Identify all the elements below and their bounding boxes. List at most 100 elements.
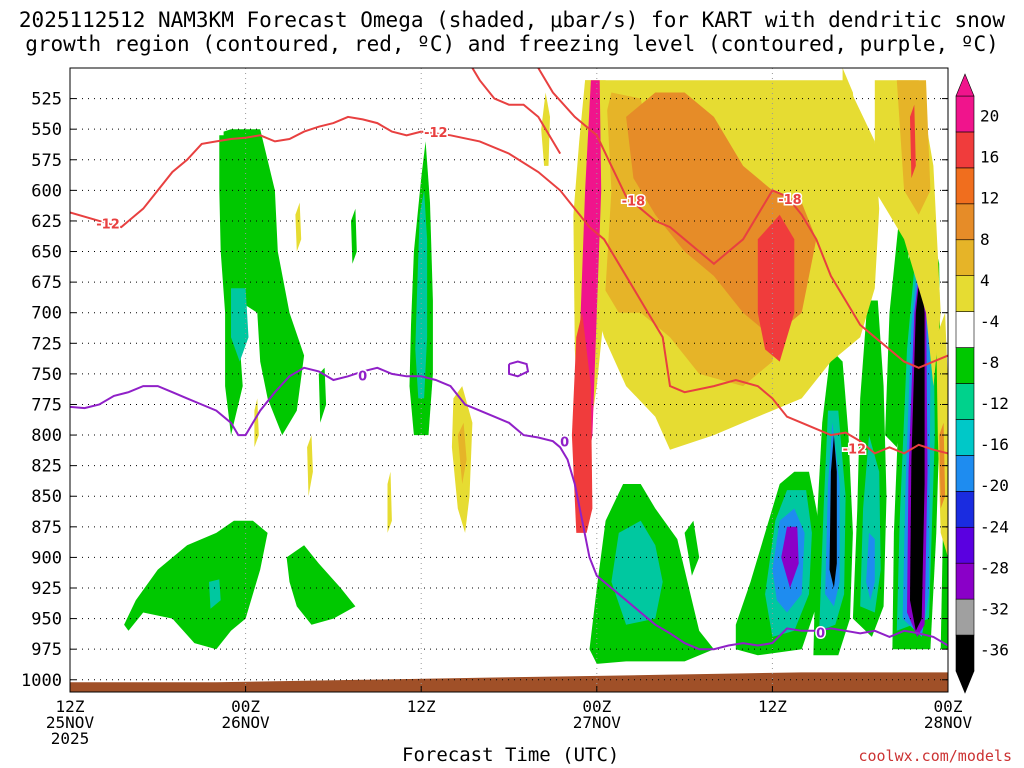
x-tick-label-3-2: 27NOV xyxy=(573,713,622,732)
colorbar-label-9: -20 xyxy=(980,476,1009,495)
x-tick-label-0-3: 2025 xyxy=(51,729,90,748)
contour-dendritic-m18-top xyxy=(471,68,562,155)
y-tick-label-525: 525 xyxy=(31,90,62,110)
y-tick-label-600: 600 xyxy=(31,181,62,201)
omega-area-green-lower-27nov-b xyxy=(684,520,700,576)
colorbar-swatch-6 xyxy=(955,419,975,456)
y-tick-label-900: 900 xyxy=(31,548,62,568)
plot-frame xyxy=(69,67,949,693)
colorbar-swatch-4 xyxy=(955,491,975,528)
y-tick-label-850: 850 xyxy=(31,487,62,507)
contour-layer: -12 -12 -18 -18 -12 0 0 0 xyxy=(70,68,948,651)
y-tick-label-925: 925 xyxy=(31,579,62,599)
colorbar-swatch-9 xyxy=(955,311,975,348)
contour-label-m12-mid: -12 xyxy=(424,126,448,141)
colorbar-swatch-2 xyxy=(955,562,975,600)
contour-label-m18-b: -18 xyxy=(778,193,802,208)
omega-fill-layer xyxy=(70,68,948,692)
omega-area-yellow-top-right xyxy=(842,68,861,240)
colorbar-swatch-15 xyxy=(955,95,975,133)
y-tick-label-775: 775 xyxy=(31,395,62,415)
contour-label-fl-a: 0 xyxy=(358,369,367,384)
colorbar-label-5: -4 xyxy=(980,312,999,331)
contour-label-m18-a: -18 xyxy=(622,194,646,209)
contour-freezing-level xyxy=(70,366,948,651)
omega-area-green-tiny-1 xyxy=(318,367,327,423)
omega-area-red-top-far-right xyxy=(910,104,916,179)
colorbar-label-12: -32 xyxy=(980,599,1009,618)
y-tick-label-550: 550 xyxy=(31,120,62,140)
terrain-fill xyxy=(70,672,948,692)
omega-area-teal-column-18z xyxy=(860,435,881,613)
x-axis-title: Forecast Time (UTC) xyxy=(402,744,620,766)
colorbar-swatch-11 xyxy=(955,239,975,276)
colorbar-swatch-0 xyxy=(955,634,975,672)
omega-area-teal-column-12z xyxy=(415,190,428,399)
omega-area-pink-lower-27nov xyxy=(571,312,593,533)
x-tick-label-0-1: 12Z xyxy=(56,697,85,716)
omega-area-yellow-small-3 xyxy=(387,471,392,533)
x-tick-label-3-1: 00Z xyxy=(582,697,611,716)
y-tick-label-1000: 1000 xyxy=(21,671,62,691)
y-tick-label-875: 875 xyxy=(31,518,62,538)
omega-area-green-cluster-26nov xyxy=(223,129,305,436)
y-tick-label-975: 975 xyxy=(31,640,62,660)
colorbar-label-0: 20 xyxy=(980,107,999,126)
axes-layer: 525 550 575 600 625 650 675 700 725 750 775 800 825 8… xyxy=(21,67,972,748)
omega-area-blue-spot-18z xyxy=(866,532,875,601)
omega-area-black-main-21z xyxy=(910,269,925,631)
colorbar-swatch-12 xyxy=(955,203,975,241)
colorbar-label-7: -12 xyxy=(980,394,1009,413)
colorbar-label-3: 8 xyxy=(980,230,990,249)
omega-area-green-cluster-26nov-left xyxy=(219,135,243,436)
y-tick-label-750: 750 xyxy=(31,365,62,385)
contour-freezing-loop xyxy=(508,360,530,378)
omega-area-green-lower-left xyxy=(124,520,268,650)
y-tick-label-725: 725 xyxy=(31,334,62,354)
colorbar-label-11: -28 xyxy=(980,558,1009,577)
omega-area-orange-mid-15z xyxy=(457,422,467,484)
colorbar-label-1: 16 xyxy=(980,148,999,167)
y-tick-label-950: 950 xyxy=(31,610,62,630)
omega-area-yellow-small-4 xyxy=(254,398,259,448)
colorbar-swatch-10 xyxy=(955,275,975,312)
y-tick-label-675: 675 xyxy=(31,273,62,293)
contour-label-fl-c: 0 xyxy=(816,626,825,641)
colorbar-label-10: -24 xyxy=(980,517,1009,536)
colorbar-swatch-14 xyxy=(955,131,975,169)
contour-dendritic-m18 xyxy=(537,68,948,369)
contour-label-fl-b: 0 xyxy=(560,435,569,450)
colorbar-label-13: -36 xyxy=(980,640,1009,659)
contour-dendritic-upper xyxy=(421,130,948,455)
x-tick-label-5-1: 00Z xyxy=(934,697,963,716)
y-tick-label-700: 700 xyxy=(31,304,62,324)
omega-area-purple-lower-12z xyxy=(781,526,799,588)
colorbar-swatch-1 xyxy=(955,598,975,636)
y-tick-label-825: 825 xyxy=(31,457,62,477)
colorbar-swatch-5 xyxy=(955,455,975,492)
contour-label-m12-left: -12 xyxy=(96,218,120,233)
colorbar-label-4: 4 xyxy=(980,271,990,290)
x-tick-label-4-1: 12Z xyxy=(758,697,787,716)
colorbar-swatch-13 xyxy=(955,167,975,205)
y-tick-label-625: 625 xyxy=(31,212,62,232)
colorbar-swatch-3 xyxy=(955,526,975,564)
y-tick-label-575: 575 xyxy=(31,151,62,171)
colorbar-label-6: -8 xyxy=(980,353,999,372)
colorbar-label-2: 12 xyxy=(980,189,999,208)
colorbar: 20 16 12 8 4 -4 -8 -12 -16 -20 -24 -28 -32 -36 xyxy=(955,73,1009,694)
colorbar-top-arrow xyxy=(955,73,975,97)
colorbar-swatch-7 xyxy=(955,383,975,420)
colorbar-swatch-8 xyxy=(955,347,975,384)
x-tick-label-0-2: 25NOV xyxy=(46,713,95,732)
x-tick-label-1-1: 00Z xyxy=(231,697,260,716)
omega-area-green-lower-mid xyxy=(286,545,356,625)
y-tick-label-650: 650 xyxy=(31,243,62,263)
x-tick-label-1-2: 26NOV xyxy=(222,713,271,732)
omega-area-yellow-small-1 xyxy=(295,202,302,252)
site-credit: coolwx.com/models xyxy=(858,747,1012,765)
colorbar-bottom-arrow xyxy=(955,670,975,694)
omega-area-green-tiny-2 xyxy=(351,208,357,264)
chart-title-line2: growth region (contoured, red, ºC) and f… xyxy=(25,32,999,56)
